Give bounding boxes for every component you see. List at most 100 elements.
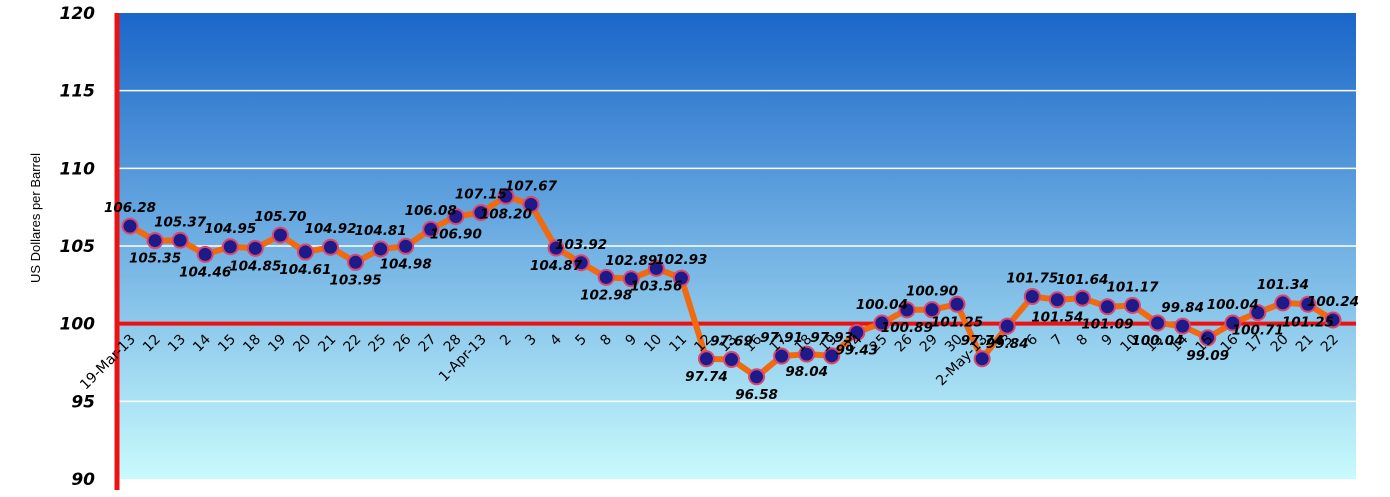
data-point bbox=[622, 270, 640, 288]
data-point bbox=[397, 237, 415, 255]
data-label: 104.81 bbox=[355, 223, 407, 239]
data-label: 103.56 bbox=[630, 278, 682, 294]
data-point bbox=[372, 240, 390, 258]
data-point bbox=[121, 217, 139, 235]
data-point bbox=[472, 204, 490, 222]
data-point bbox=[196, 245, 214, 263]
data-label: 99.84 bbox=[986, 336, 1029, 352]
data-point bbox=[998, 317, 1016, 335]
y-tick-label: 95 bbox=[71, 392, 95, 412]
data-point bbox=[948, 295, 966, 313]
data-labels: 106.28 105.35 105.37 104.46 104.95 104.85 105.… bbox=[104, 179, 1359, 403]
data-point bbox=[1274, 294, 1292, 312]
y-axis-title: US Dollares per Barrel bbox=[28, 153, 43, 283]
y-tick-label: 120 bbox=[60, 4, 96, 24]
data-point bbox=[1048, 291, 1066, 309]
data-point bbox=[823, 347, 841, 365]
data-point bbox=[873, 314, 891, 332]
data-label: 101.34 bbox=[1257, 277, 1309, 293]
data-point bbox=[221, 238, 239, 256]
data-point bbox=[1023, 287, 1041, 305]
data-label: 104.87 bbox=[530, 258, 583, 274]
data-point bbox=[672, 269, 690, 287]
data-label: 97.91 bbox=[760, 330, 803, 346]
data-point bbox=[1124, 296, 1141, 314]
data-label: 97.93 bbox=[810, 330, 853, 346]
data-point bbox=[1174, 317, 1192, 335]
data-label: 100.04 bbox=[1132, 333, 1184, 349]
y-tick-label: 100 bbox=[60, 315, 96, 335]
data-label: 104.95 bbox=[204, 221, 256, 237]
data-point bbox=[848, 324, 866, 342]
data-point bbox=[798, 345, 816, 363]
y-tick-label: 110 bbox=[60, 159, 96, 179]
data-label: 103.92 bbox=[555, 237, 607, 253]
data-label: 100.90 bbox=[906, 284, 958, 300]
data-label: 107.15 bbox=[455, 187, 507, 203]
data-label: 103.95 bbox=[330, 272, 382, 288]
data-point bbox=[1299, 295, 1317, 313]
data-point bbox=[497, 187, 515, 205]
data-label: 108.20 bbox=[480, 206, 532, 222]
data-label: 100.24 bbox=[1307, 294, 1359, 310]
data-label: 105.70 bbox=[254, 209, 306, 225]
data-label: 107.67 bbox=[505, 179, 558, 195]
data-label: 101.09 bbox=[1081, 317, 1133, 333]
data-point bbox=[547, 239, 565, 257]
data-label: 105.35 bbox=[129, 251, 181, 267]
data-point bbox=[1149, 314, 1167, 332]
data-point bbox=[296, 243, 314, 261]
data-point bbox=[973, 350, 991, 368]
data-point bbox=[1224, 314, 1242, 332]
data-point bbox=[246, 239, 264, 257]
data-label: 100.04 bbox=[1207, 297, 1259, 313]
data-label: 97.74 bbox=[961, 333, 1004, 349]
data-point bbox=[271, 226, 289, 244]
data-point bbox=[322, 238, 339, 256]
data-point bbox=[773, 347, 791, 365]
data-point bbox=[923, 301, 941, 319]
data-label: 101.75 bbox=[1006, 270, 1058, 286]
data-label: 102.89 bbox=[605, 253, 657, 269]
data-label: 106.90 bbox=[430, 226, 482, 242]
data-point bbox=[171, 231, 189, 249]
data-label: 104.98 bbox=[380, 256, 432, 272]
data-point bbox=[597, 268, 615, 286]
data-label: 106.28 bbox=[104, 200, 156, 216]
data-label: 100.89 bbox=[881, 320, 933, 336]
y-tick-label: 115 bbox=[60, 82, 96, 102]
data-label: 105.37 bbox=[154, 214, 207, 230]
data-label: 106.08 bbox=[405, 203, 457, 219]
data-point bbox=[347, 253, 365, 271]
data-point bbox=[898, 301, 916, 319]
data-label: 98.04 bbox=[785, 364, 828, 380]
data-label: 102.93 bbox=[655, 252, 707, 268]
data-label: 97.69 bbox=[710, 334, 753, 350]
data-label: 104.92 bbox=[304, 221, 356, 237]
data-label: 97.74 bbox=[685, 369, 728, 385]
data-label: 102.98 bbox=[580, 287, 632, 303]
data-point bbox=[1098, 298, 1116, 316]
y-tick-labels: 90 95 100 105 110 115 120 bbox=[60, 4, 96, 490]
data-point bbox=[522, 196, 540, 214]
data-point bbox=[572, 254, 590, 272]
data-label: 100.04 bbox=[856, 297, 908, 313]
data-label: 104.61 bbox=[279, 262, 331, 278]
data-label: 104.85 bbox=[229, 258, 281, 274]
data-label: 100.71 bbox=[1232, 323, 1284, 339]
data-point bbox=[1324, 311, 1342, 329]
data-point bbox=[1199, 329, 1217, 347]
data-point bbox=[1249, 304, 1267, 322]
data-label: 99.43 bbox=[835, 343, 878, 359]
data-point bbox=[422, 220, 440, 238]
data-label: 101.25 bbox=[1282, 314, 1334, 330]
data-label: 96.58 bbox=[735, 387, 778, 403]
data-point-markers bbox=[121, 187, 1342, 386]
data-point bbox=[723, 351, 740, 369]
y-tick-label: 90 bbox=[71, 470, 95, 490]
data-point bbox=[647, 259, 665, 277]
data-point bbox=[697, 350, 715, 368]
data-label: 101.64 bbox=[1056, 272, 1108, 288]
data-label: 104.46 bbox=[179, 264, 231, 280]
